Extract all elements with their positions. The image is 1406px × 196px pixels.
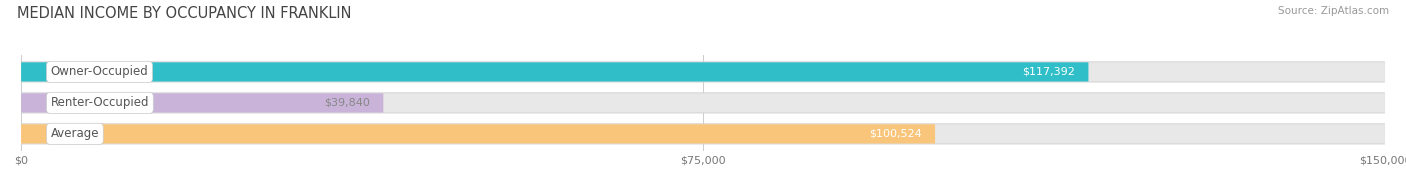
FancyBboxPatch shape — [21, 93, 1385, 113]
FancyBboxPatch shape — [21, 62, 1385, 82]
FancyBboxPatch shape — [21, 123, 1385, 144]
FancyBboxPatch shape — [21, 62, 1088, 82]
Text: Average: Average — [51, 127, 100, 140]
FancyBboxPatch shape — [21, 61, 1385, 83]
Text: MEDIAN INCOME BY OCCUPANCY IN FRANKLIN: MEDIAN INCOME BY OCCUPANCY IN FRANKLIN — [17, 6, 352, 21]
FancyBboxPatch shape — [21, 93, 384, 113]
Text: $39,840: $39,840 — [323, 98, 370, 108]
FancyBboxPatch shape — [21, 124, 1385, 143]
Text: Owner-Occupied: Owner-Occupied — [51, 65, 149, 78]
Text: Renter-Occupied: Renter-Occupied — [51, 96, 149, 109]
Text: $117,392: $117,392 — [1022, 67, 1074, 77]
Text: $100,524: $100,524 — [869, 129, 921, 139]
FancyBboxPatch shape — [21, 92, 1385, 113]
Text: Source: ZipAtlas.com: Source: ZipAtlas.com — [1278, 6, 1389, 16]
FancyBboxPatch shape — [21, 124, 935, 143]
